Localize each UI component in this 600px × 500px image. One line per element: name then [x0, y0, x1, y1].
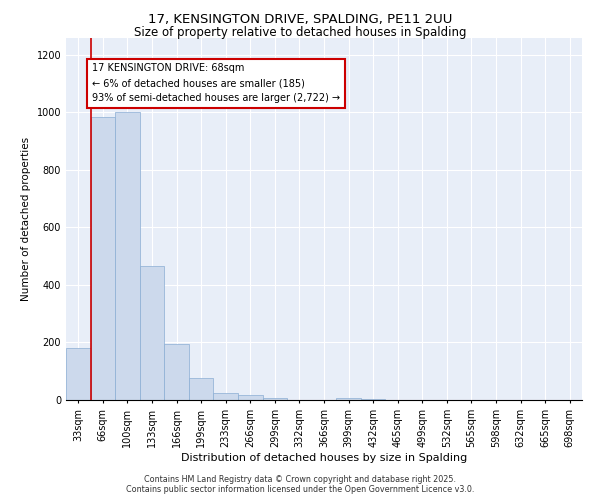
Text: Contains HM Land Registry data © Crown copyright and database right 2025.
Contai: Contains HM Land Registry data © Crown c…	[126, 474, 474, 494]
Y-axis label: Number of detached properties: Number of detached properties	[21, 136, 31, 301]
Bar	[115, 112, 140, 400]
Bar	[91, 116, 115, 400]
Text: 17 KENSINGTON DRIVE: 68sqm
← 6% of detached houses are smaller (185)
93% of semi: 17 KENSINGTON DRIVE: 68sqm ← 6% of detac…	[92, 64, 340, 103]
Bar	[164, 344, 189, 400]
Text: Size of property relative to detached houses in Spalding: Size of property relative to detached ho…	[134, 26, 466, 39]
Bar	[336, 398, 361, 400]
Bar	[66, 348, 91, 400]
X-axis label: Distribution of detached houses by size in Spalding: Distribution of detached houses by size …	[181, 452, 467, 462]
Bar	[189, 378, 214, 400]
Text: 17, KENSINGTON DRIVE, SPALDING, PE11 2UU: 17, KENSINGTON DRIVE, SPALDING, PE11 2UU	[148, 12, 452, 26]
Bar	[263, 398, 287, 400]
Bar	[140, 266, 164, 400]
Bar	[238, 395, 263, 400]
Bar	[214, 393, 238, 400]
